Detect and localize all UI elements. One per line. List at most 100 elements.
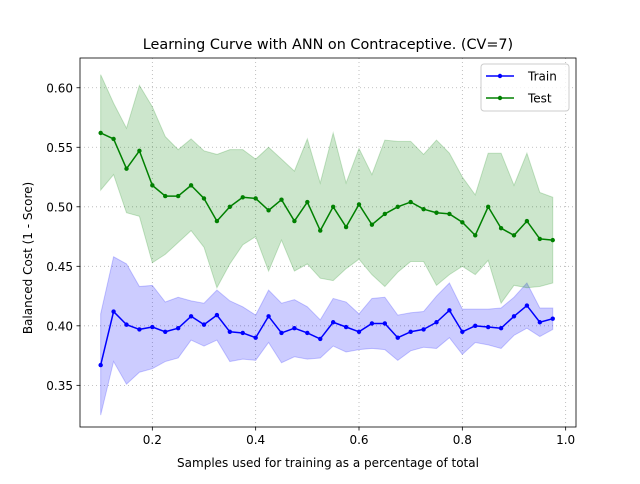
train-data-point (163, 329, 168, 334)
test-data-point (537, 236, 543, 242)
train-data-point (460, 329, 465, 334)
test-data-point (188, 183, 194, 188)
test-data-point (485, 204, 491, 209)
train-data-point (537, 320, 543, 325)
train-data-point (447, 308, 452, 313)
test-data-point (511, 233, 517, 238)
train-data-point (343, 324, 349, 330)
test-legend-label: Test (527, 92, 552, 106)
test-data-point (253, 196, 258, 201)
test-data-point (318, 228, 323, 233)
y-tick-label: 0.60 (46, 81, 73, 95)
train-data-point (318, 336, 323, 342)
test-data-point (498, 226, 504, 231)
test-data-point (330, 204, 336, 209)
train-data-point (434, 320, 439, 325)
train-data-point (305, 330, 310, 336)
train-legend-label: Train (527, 70, 557, 84)
train-data-point (369, 321, 375, 326)
x-tick-label: 1.0 (556, 433, 575, 447)
test-data-point (111, 136, 116, 142)
confidence-bands (100, 74, 554, 416)
test-data-point (137, 148, 142, 154)
y-tick-label: 0.50 (46, 200, 73, 214)
train-data-point (395, 335, 400, 340)
test-data-point (240, 195, 245, 200)
train-data-point (150, 324, 155, 330)
train-data-point (485, 324, 491, 330)
test-data-point (266, 208, 271, 213)
x-tick-label: 0.6 (349, 433, 368, 447)
test-data-point (369, 222, 375, 227)
legend: Train Test (480, 63, 570, 112)
test-data-point (214, 218, 220, 224)
test-data-point (175, 193, 181, 199)
train-data-point (124, 322, 129, 327)
test-data-point (408, 199, 413, 205)
train-data-point (137, 327, 142, 332)
y-tick-label: 0.35 (46, 379, 73, 393)
chart-title: Learning Curve with ANN on Contraceptive… (143, 37, 513, 53)
train-data-point (227, 329, 233, 334)
train-data-point (511, 314, 517, 319)
train-data-point (473, 323, 478, 329)
train-data-point (175, 326, 181, 331)
train-data-point (266, 314, 271, 319)
test-data-point (163, 193, 168, 199)
train-data-point (421, 327, 426, 332)
y-tick-label: 0.40 (46, 319, 73, 333)
test-std-band (100, 74, 554, 305)
series-points (98, 130, 555, 368)
train-data-point (98, 362, 103, 368)
test-data-point (227, 204, 233, 209)
test-data-point (343, 224, 349, 230)
test-data-point (434, 210, 439, 215)
x-tick-label: 0.4 (246, 433, 265, 447)
test-data-point (395, 204, 400, 209)
axis-ticks: 0.2 0.4 0.6 0.8 1.0 0.35 0.40 0.45 0.50 0.55 0.60 (46, 81, 575, 447)
test-data-point (98, 130, 103, 136)
y-axis-label: Balanced Cost (1 - Score) (21, 182, 35, 334)
test-legend-marker (497, 95, 503, 101)
test-data-point (356, 202, 362, 207)
train-data-point (188, 314, 194, 319)
y-tick-label: 0.55 (46, 141, 73, 155)
test-data-point (524, 218, 530, 224)
grid (80, 58, 576, 427)
train-data-point (356, 329, 362, 334)
train-data-point (292, 326, 297, 331)
train-data-point (330, 320, 336, 325)
test-data-point (382, 211, 388, 217)
x-tick-label: 0.2 (143, 433, 162, 447)
train-data-point (214, 312, 220, 318)
test-data-point (292, 218, 297, 224)
y-tick-label: 0.45 (46, 260, 73, 274)
train-data-point (279, 330, 284, 336)
test-data-point (150, 183, 155, 188)
test-data-point (550, 237, 555, 243)
test-data-point (279, 197, 284, 202)
train-data-point (111, 309, 116, 314)
train-data-point (524, 303, 530, 308)
test-data-point (447, 211, 452, 217)
train-data-point (550, 316, 555, 321)
train-std-band (100, 256, 554, 416)
x-tick-label: 0.8 (453, 433, 472, 447)
test-data-point (201, 196, 207, 201)
train-data-point (382, 321, 388, 326)
test-data-point (421, 206, 426, 212)
plot-frame (79, 57, 577, 428)
train-data-point (240, 330, 245, 336)
train-legend-marker (497, 73, 503, 79)
x-axis-label: Samples used for training as a percentag… (177, 456, 479, 470)
test-data-point (124, 166, 129, 171)
train-data-point (498, 326, 504, 331)
test-data-point (460, 220, 465, 225)
train-data-point (408, 329, 413, 334)
train-data-point (201, 322, 207, 327)
test-data-point (473, 233, 478, 238)
train-data-point (253, 335, 258, 340)
test-data-point (305, 199, 310, 205)
